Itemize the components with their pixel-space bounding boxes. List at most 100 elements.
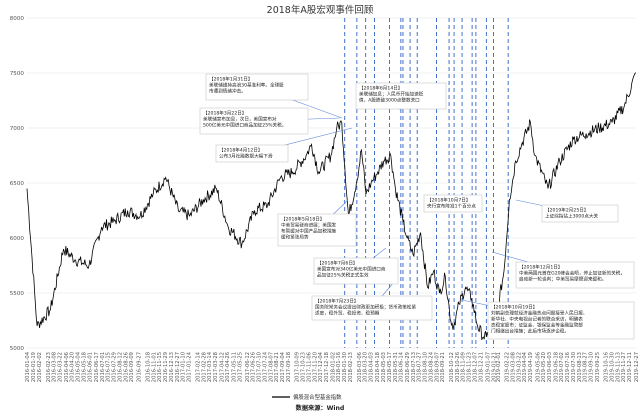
x-tick-label: 2019-01-07	[485, 352, 491, 382]
x-tick-label: 2019-04-04	[522, 351, 528, 382]
x-tick-label: 2018-07-27	[417, 352, 423, 382]
x-tick-label: 2017-05-25	[237, 352, 243, 382]
annotation: 【2018年10月7日】央行宣布降准1个百分点	[423, 194, 483, 213]
x-tick-label: 2019-12-27	[634, 352, 640, 382]
annotation-text: 【2018年10月7日】	[427, 197, 470, 204]
x-tick-label: 2017-08-21	[274, 352, 280, 382]
x-tick-label: 2019-11-13	[615, 352, 621, 382]
x-tick-label: 2016-04-06	[64, 352, 70, 382]
y-tick-label: 6000	[10, 236, 25, 242]
x-tick-label: 2016-11-29	[163, 352, 169, 382]
x-tick-label: 2017-01-10	[181, 352, 187, 382]
y-tick-label: 7500	[10, 71, 25, 77]
annotation-box	[277, 213, 357, 247]
legend-label: 偏股混合型基金指数	[293, 393, 342, 401]
x-tick-label: 2016-04-20	[70, 352, 76, 382]
annotation-text: 美国宣布对340亿美元中国进口商	[317, 266, 386, 273]
y-tick-label: 5500	[10, 291, 25, 297]
annotation-text: 布暂缓对中国产品加税措施	[281, 228, 337, 235]
x-tick-label: 2018-08-24	[428, 351, 434, 382]
x-tick-label: 2019-05-06	[535, 352, 541, 382]
chart-title: 2018年A股宏观事件回顾	[267, 4, 374, 16]
x-tick-label: 2017-04-12	[219, 352, 225, 382]
source-note: 数据来源：Wind	[296, 404, 345, 412]
x-tick-label: 2018-07-13	[411, 352, 417, 382]
x-tick-label: 2018-10-12	[449, 352, 455, 382]
annotation-text: 值，A股跌破3000点整数关口	[359, 97, 420, 104]
annotation-text: 【2018年4月12日】	[219, 147, 262, 154]
annotation-text: 缓和紧张局势	[281, 234, 309, 241]
annotation-box	[313, 257, 399, 285]
x-tick-label: 2018-12-07	[472, 352, 478, 382]
x-tick-label: 2016-10-18	[145, 352, 151, 382]
annotation: 【2018年3月22日】美联储宣布加息，次日，美国宣布对500亿美元中国进口商品…	[199, 107, 309, 135]
annotation-text: 刘鹤副总理就经济金融热点问题接受人民日报、	[491, 310, 587, 317]
x-tick-label: 2016-08-26	[123, 352, 129, 382]
annotation-text: 500亿美元中国进口商品加征25%关税。	[203, 122, 286, 129]
annotation-text: 启动新一轮谈判；中美贸易摩擦迎来缓和。	[519, 276, 606, 283]
x-tick-label: 2019-02-22	[505, 352, 511, 382]
annotation: 【2018年4月12日】公布3月社融数据大幅下滑	[215, 144, 289, 163]
x-tick-label: 2017-07-10	[257, 352, 263, 382]
x-tick-label: 2019-12-11	[627, 352, 633, 382]
x-tick-label: 2016-12-27	[175, 352, 181, 382]
x-tick-label: 2018-01-16	[336, 352, 342, 382]
annotation-text: 美联储加息；人民币开始加速贬	[359, 91, 424, 98]
x-tick-label: 2016-08-12	[117, 352, 123, 382]
x-tick-label: 2017-09-18	[286, 352, 292, 382]
x-tick-label: 2018-04-03	[369, 352, 375, 382]
x-tick-label: 2017-12-04	[318, 351, 324, 382]
x-tick-label: 2017-12-18	[324, 352, 330, 382]
x-tick-label: 2016-11-01	[151, 352, 157, 382]
x-tick-label: 2017-01-24	[187, 351, 193, 382]
x-tick-label: 2016-06-17	[94, 352, 100, 382]
x-tick-label: 2017-06-26	[251, 352, 257, 382]
annotation-box	[487, 301, 635, 340]
annotation-text: 适度，稳外贸、稳投资、稳预期	[315, 310, 380, 317]
x-tick-label: 2018-01-30	[342, 352, 348, 382]
annotation: 【2019年2月25日】上证综指站上3000点大关	[541, 204, 619, 223]
y-tick-label: 7000	[10, 126, 25, 132]
x-tick-label: 2017-04-26	[225, 352, 231, 382]
x-tick-label: 2016-02-02	[37, 352, 43, 382]
x-tick-label: 2017-07-24	[262, 351, 268, 382]
x-tick-label: 2017-10-23	[301, 352, 307, 382]
x-tick-label: 2017-11-06	[307, 352, 313, 382]
x-tick-label: 2019-02-01	[496, 352, 502, 382]
annotation-text: 中美贸易磋商进展；美国发	[281, 222, 337, 229]
x-tick-label: 2018-01-02	[330, 352, 336, 382]
x-tick-label: 2016-11-15	[157, 352, 163, 382]
annotation-box	[515, 261, 635, 289]
x-tick-label: 2016-12-13	[169, 352, 175, 382]
x-tick-label: 2019-07-16	[565, 352, 571, 382]
x-tick-label: 2016-06-01	[87, 352, 93, 382]
annotation-box	[199, 107, 309, 135]
x-tick-label: 2019-03-08	[511, 352, 517, 382]
x-tick-label: 2019-09-25	[595, 352, 601, 382]
x-tick-label: 2018-12-21	[478, 352, 484, 382]
annotation-text: 【2018年1月31日】	[209, 76, 252, 83]
annotation-text: 【2018年6月14日】	[359, 85, 402, 92]
annotation-text: 新华社、中央电视台记者的联合采访，明确表	[491, 316, 583, 323]
x-tick-label: 2018-06-14	[399, 351, 405, 382]
x-tick-label: 2017-11-20	[312, 352, 318, 382]
annotation-box	[311, 295, 433, 321]
annotation-text: 门相继出台措施；此后市场逐步企稳。	[491, 328, 569, 335]
x-tick-label: 2016-01-19	[31, 352, 37, 382]
x-tick-label: 2019-04-19	[528, 352, 534, 382]
x-tick-label: 2018-05-03	[381, 352, 387, 382]
x-tick-label: 2019-06-18	[553, 352, 559, 382]
annotation-text: 【2019年2月25日】	[545, 207, 588, 214]
x-tick-label: 2016-07-15	[106, 352, 112, 382]
annotation-text: 【2018年3月22日】	[203, 110, 246, 117]
x-tick-label: 2018-03-06	[357, 352, 363, 382]
series-line	[26, 72, 636, 341]
annotation-box	[215, 144, 289, 163]
x-tick-label: 2018-06-29	[405, 352, 411, 382]
annotation-box	[205, 73, 309, 101]
x-tick-label: 2019-01-21	[491, 352, 497, 382]
x-tick-label: 2019-03-22	[516, 352, 522, 382]
x-tick-label: 2017-09-04	[280, 351, 286, 382]
